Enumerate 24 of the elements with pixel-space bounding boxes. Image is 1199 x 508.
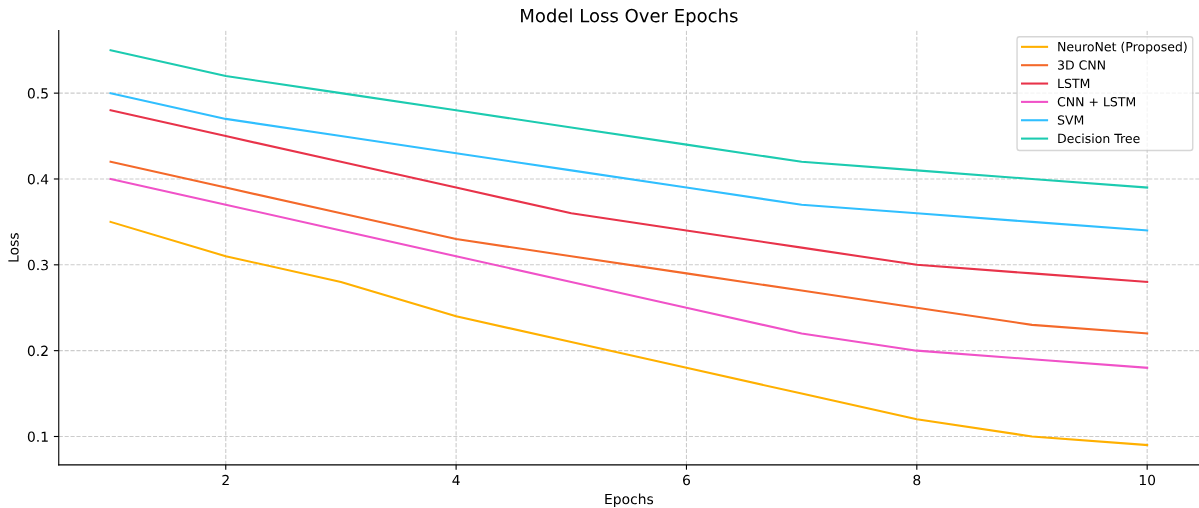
line-series: [109, 92, 1149, 232]
line-series: [109, 109, 1149, 284]
y-axis-title: Loss: [8, 233, 19, 262]
x-tick-label: 6: [683, 474, 691, 486]
legend-label: NeuroNet (Proposed): [1058, 41, 1187, 54]
legend-label: SVM: [1057, 115, 1084, 125]
legend-label: LSTM: [1058, 78, 1090, 89]
y-tick-label: 0.5: [27, 88, 48, 99]
line-series: [109, 177, 1149, 369]
y-tick-label: 0.1: [27, 431, 48, 442]
y-tick-label: 0.2: [27, 345, 48, 357]
x-axis-title: Epochs: [605, 493, 654, 507]
x-tick-label: 10: [1139, 474, 1156, 486]
y-tick-label: 0.3: [27, 259, 48, 271]
x-tick-label: 2: [222, 474, 229, 486]
legend-label: 3D CNN: [1058, 60, 1105, 70]
legend-label: Decision Tree: [1058, 133, 1140, 144]
line-series: [109, 220, 1149, 447]
x-tick-label: 8: [913, 474, 921, 486]
legend-label: CNN + LSTM: [1057, 96, 1136, 107]
line-series: [109, 160, 1149, 335]
x-tick-label: 4: [452, 474, 460, 486]
y-tick-label: 0.4: [27, 173, 49, 185]
chart-title: Model Loss Over Epochs: [521, 8, 738, 26]
